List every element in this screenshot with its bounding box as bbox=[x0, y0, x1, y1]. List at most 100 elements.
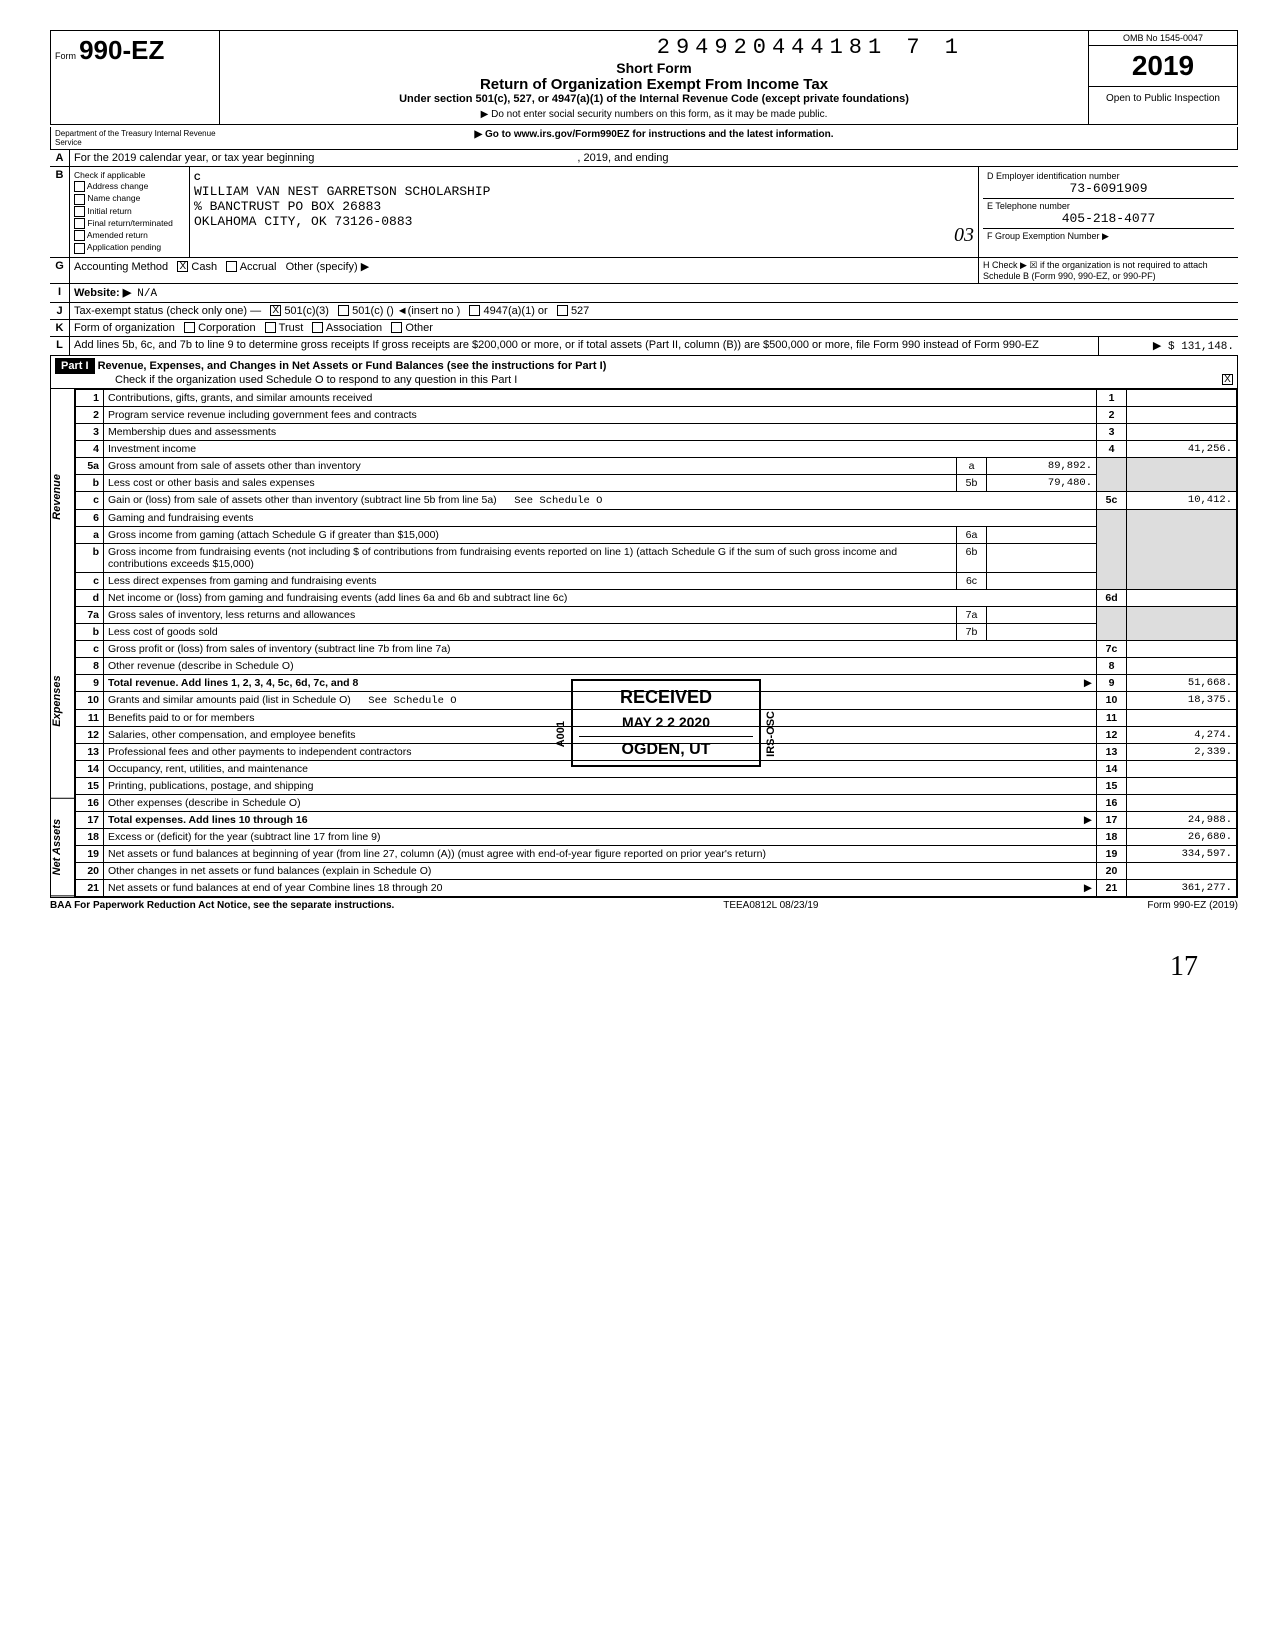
trust-label: Trust bbox=[279, 322, 304, 334]
mb7a: 7a bbox=[957, 606, 987, 623]
n6b: b bbox=[76, 543, 104, 572]
chk-part1-o[interactable]: X bbox=[1222, 374, 1233, 385]
line-k: K Form of organization Corporation Trust… bbox=[50, 320, 1238, 337]
vert-revenue: Revenue bbox=[51, 389, 75, 606]
ma7b bbox=[987, 623, 1097, 640]
d6d: Net income or (loss) from gaming and fun… bbox=[104, 589, 1097, 606]
chk-final[interactable] bbox=[74, 218, 85, 229]
chk-initial[interactable] bbox=[74, 206, 85, 217]
ma5b: 79,480. bbox=[987, 474, 1097, 491]
chk-cash[interactable]: X bbox=[177, 261, 188, 272]
line-h: H Check ▶ ☒ if the organization is not r… bbox=[978, 258, 1238, 283]
n5c: c bbox=[76, 491, 104, 509]
footer: BAA For Paperwork Reduction Act Notice, … bbox=[50, 900, 1238, 911]
label-j: J bbox=[50, 303, 70, 319]
b11: 11 bbox=[1097, 709, 1127, 726]
note10: See Schedule O bbox=[368, 695, 456, 707]
d6b: Gross income from fundraising events (no… bbox=[104, 543, 957, 572]
b4: 4 bbox=[1097, 440, 1127, 457]
assoc-label: Association bbox=[326, 322, 382, 334]
stamp-a001: A001 bbox=[555, 721, 567, 747]
chk-501c[interactable] bbox=[338, 305, 349, 316]
chk-trust[interactable] bbox=[265, 322, 276, 333]
n19: 19 bbox=[76, 845, 104, 862]
b5c: 5c bbox=[1097, 491, 1127, 509]
d8: Other revenue (describe in Schedule O) bbox=[104, 657, 1097, 674]
chk-501c3[interactable]: X bbox=[270, 305, 281, 316]
stamp-loc: OGDEN, UT bbox=[579, 736, 753, 759]
n6a: a bbox=[76, 526, 104, 543]
chk-name[interactable] bbox=[74, 194, 85, 205]
label-f: F Group Exemption Number ▶ bbox=[987, 231, 1230, 242]
line-l-amt: 131,148. bbox=[1181, 341, 1234, 353]
n5b: b bbox=[76, 474, 104, 491]
d15: Printing, publications, postage, and shi… bbox=[104, 777, 1097, 794]
a1 bbox=[1127, 389, 1237, 406]
note1: ▶ Do not enter social security numbers o… bbox=[224, 109, 1084, 120]
b10: 10 bbox=[1097, 691, 1127, 709]
footer-baa: BAA For Paperwork Reduction Act Notice, … bbox=[50, 900, 394, 911]
chk-527[interactable] bbox=[557, 305, 568, 316]
stamp-date: MAY 2 2 2020 bbox=[579, 714, 753, 730]
b17: 17 bbox=[1097, 811, 1127, 828]
form-org-label: Form of organization bbox=[74, 322, 175, 334]
mb5a: a bbox=[957, 457, 987, 474]
d5c: Gain or (loss) from sale of assets other… bbox=[108, 494, 497, 506]
opt-pending: Application pending bbox=[87, 242, 161, 252]
a16 bbox=[1127, 794, 1237, 811]
dln: 294920444181 7 1 bbox=[224, 35, 1084, 60]
chk-corp[interactable] bbox=[184, 322, 195, 333]
d19: Net assets or fund balances at beginning… bbox=[104, 845, 1097, 862]
n5a: 5a bbox=[76, 457, 104, 474]
chk-amended[interactable] bbox=[74, 230, 85, 241]
a7c bbox=[1127, 640, 1237, 657]
n11: 11 bbox=[76, 709, 104, 726]
d10: Grants and similar amounts paid (list in… bbox=[108, 694, 351, 706]
b18: 18 bbox=[1097, 828, 1127, 845]
a14 bbox=[1127, 760, 1237, 777]
a20 bbox=[1127, 862, 1237, 879]
b13: 13 bbox=[1097, 743, 1127, 760]
d5b: Less cost or other basis and sales expen… bbox=[104, 474, 957, 491]
a1-label: 4947(a)(1) or bbox=[484, 305, 548, 317]
a8 bbox=[1127, 657, 1237, 674]
a12: 4,274. bbox=[1127, 726, 1237, 743]
n16: 16 bbox=[76, 794, 104, 811]
n2: 2 bbox=[76, 406, 104, 423]
a9: 51,668. bbox=[1127, 674, 1237, 691]
chk-other-org[interactable] bbox=[391, 322, 402, 333]
tax-year: 2019 bbox=[1089, 46, 1237, 87]
short-form: Short Form bbox=[224, 60, 1084, 76]
form-center: 294920444181 7 1 Short Form Return of Or… bbox=[220, 30, 1088, 125]
chk-accrual[interactable] bbox=[226, 261, 237, 272]
form-prefix: Form bbox=[55, 51, 76, 61]
dept: Department of the Treasury Internal Reve… bbox=[55, 129, 225, 147]
d16: Other expenses (describe in Schedule O) bbox=[104, 794, 1097, 811]
chk-address[interactable] bbox=[74, 181, 85, 192]
b19: 19 bbox=[1097, 845, 1127, 862]
n9: 9 bbox=[76, 674, 104, 691]
chk-assoc[interactable] bbox=[312, 322, 323, 333]
form-subtitle: Under section 501(c), 527, or 4947(a)(1)… bbox=[224, 93, 1084, 105]
page-hand: 17 bbox=[50, 951, 1238, 983]
chk-pending[interactable] bbox=[74, 243, 85, 254]
chk-4947[interactable] bbox=[469, 305, 480, 316]
form-title: Return of Organization Exempt From Incom… bbox=[224, 76, 1084, 93]
d7b: Less cost of goods sold bbox=[104, 623, 957, 640]
part1: Part I Revenue, Expenses, and Changes in… bbox=[50, 356, 1238, 898]
a10: 18,375. bbox=[1127, 691, 1237, 709]
label-d: D Employer identification number bbox=[987, 171, 1230, 181]
tax-status-label: Tax-exempt status (check only one) — bbox=[74, 305, 261, 317]
lines-table: 1Contributions, gifts, grants, and simil… bbox=[75, 389, 1237, 897]
mb7b: 7b bbox=[957, 623, 987, 640]
d6c: Less direct expenses from gaming and fun… bbox=[104, 572, 957, 589]
line-a-mid: , 2019, and ending bbox=[577, 152, 668, 164]
n6d: d bbox=[76, 589, 104, 606]
n7a: 7a bbox=[76, 606, 104, 623]
n13: 13 bbox=[76, 743, 104, 760]
mb5b: 5b bbox=[957, 474, 987, 491]
a2 bbox=[1127, 406, 1237, 423]
line-g-h: G Accounting Method X Cash Accrual Other… bbox=[50, 258, 1238, 284]
c-label: 501(c) ( bbox=[352, 305, 390, 317]
cash-label: Cash bbox=[191, 261, 217, 273]
